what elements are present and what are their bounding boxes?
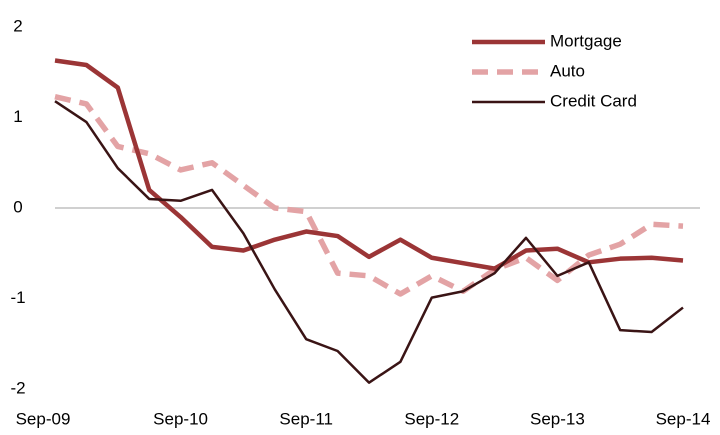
x-tick-label: Sep-13 [530, 409, 585, 428]
series-line [54, 100, 684, 384]
x-tick-label: Sep-12 [404, 409, 459, 428]
y-tick-label: -1 [10, 288, 25, 307]
y-tick-label: 0 [13, 197, 22, 216]
legend-label: Auto [550, 61, 585, 80]
legend-label: Credit Card [550, 91, 637, 110]
legend-label: Mortgage [550, 31, 622, 50]
x-tick-label: Sep-14 [656, 409, 711, 428]
y-tick-label: 1 [13, 107, 22, 126]
y-tick-label: 2 [13, 16, 22, 35]
x-tick-label: Sep-11 [279, 409, 333, 428]
x-tick-label: Sep-10 [153, 409, 208, 428]
y-tick-label: -2 [10, 378, 25, 397]
x-tick-label: Sep-09 [16, 409, 71, 428]
series-line [54, 94, 684, 297]
